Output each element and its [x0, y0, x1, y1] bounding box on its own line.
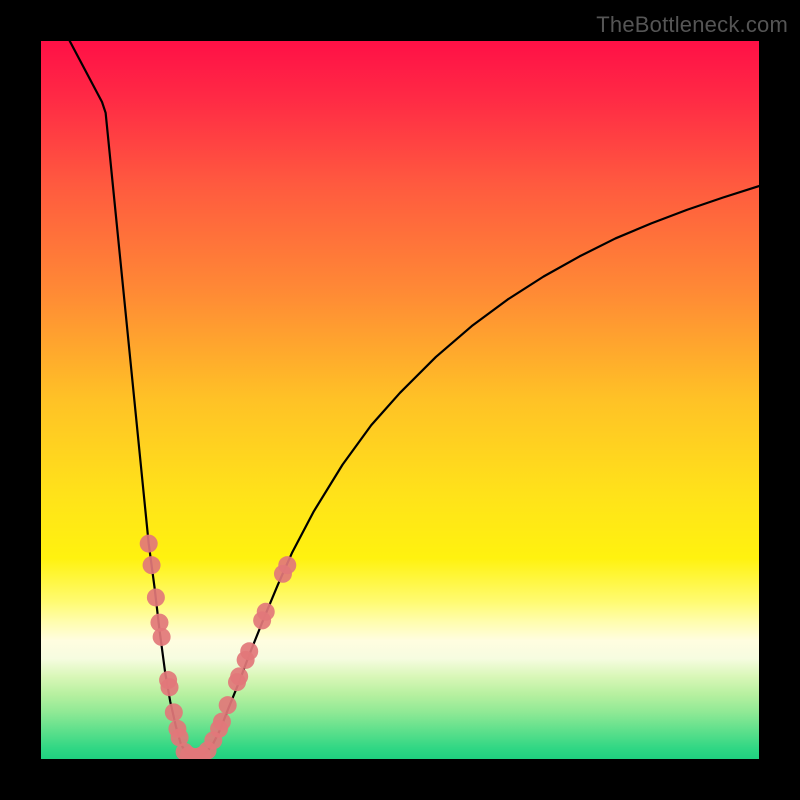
chart-background	[41, 41, 759, 759]
data-point	[257, 603, 275, 621]
data-point	[161, 678, 179, 696]
data-point	[213, 713, 231, 731]
data-point	[165, 703, 183, 721]
data-point	[153, 628, 171, 646]
chart-svg	[41, 41, 759, 759]
watermark-text: TheBottleneck.com	[596, 12, 788, 38]
chart-frame: TheBottleneck.com	[0, 0, 800, 800]
data-point	[278, 556, 296, 574]
data-point	[240, 642, 258, 660]
data-point	[140, 535, 158, 553]
data-point	[143, 556, 161, 574]
plot-area	[41, 41, 759, 759]
data-point	[230, 667, 248, 685]
data-point	[147, 588, 165, 606]
data-point	[219, 696, 237, 714]
